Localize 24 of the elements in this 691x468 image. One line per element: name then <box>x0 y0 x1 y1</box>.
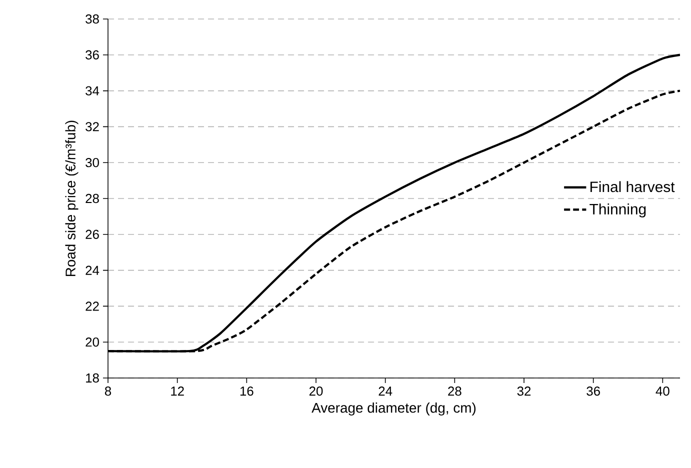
y-tick-label: 26 <box>86 230 99 239</box>
x-tick-label: 28 <box>448 386 462 396</box>
y-tick-label: 24 <box>86 266 100 275</box>
x-tick-label: 32 <box>517 386 531 396</box>
y-tick-label: 30 <box>86 158 99 168</box>
y-tick-label: 38 <box>86 14 99 24</box>
y-tick-label: 22 <box>86 302 99 311</box>
y-tick-label: 36 <box>86 50 99 60</box>
y-tick-label: 18 <box>86 373 99 383</box>
y-tick-label: 32 <box>86 122 99 132</box>
x-tick-label: 16 <box>240 386 254 396</box>
y-axis-title: Road side price (€/m³fub) <box>65 120 78 276</box>
x-tick-label: 40 <box>656 386 670 396</box>
legend-label: Thinning <box>590 203 646 218</box>
y-tick-label: 20 <box>86 338 99 347</box>
x-tick-label: 20 <box>309 386 323 396</box>
x-tick-label: 24 <box>378 386 392 396</box>
x-tick-label: 8 <box>104 386 112 396</box>
x-axis-title: Average diameter (dg, cm) <box>312 402 476 416</box>
x-tick-label: 36 <box>586 386 600 396</box>
y-tick-label: 28 <box>86 194 99 204</box>
legend-label: Final harvest <box>590 181 675 192</box>
x-tick-label: 12 <box>171 386 184 396</box>
y-tick-label: 34 <box>86 86 100 96</box>
